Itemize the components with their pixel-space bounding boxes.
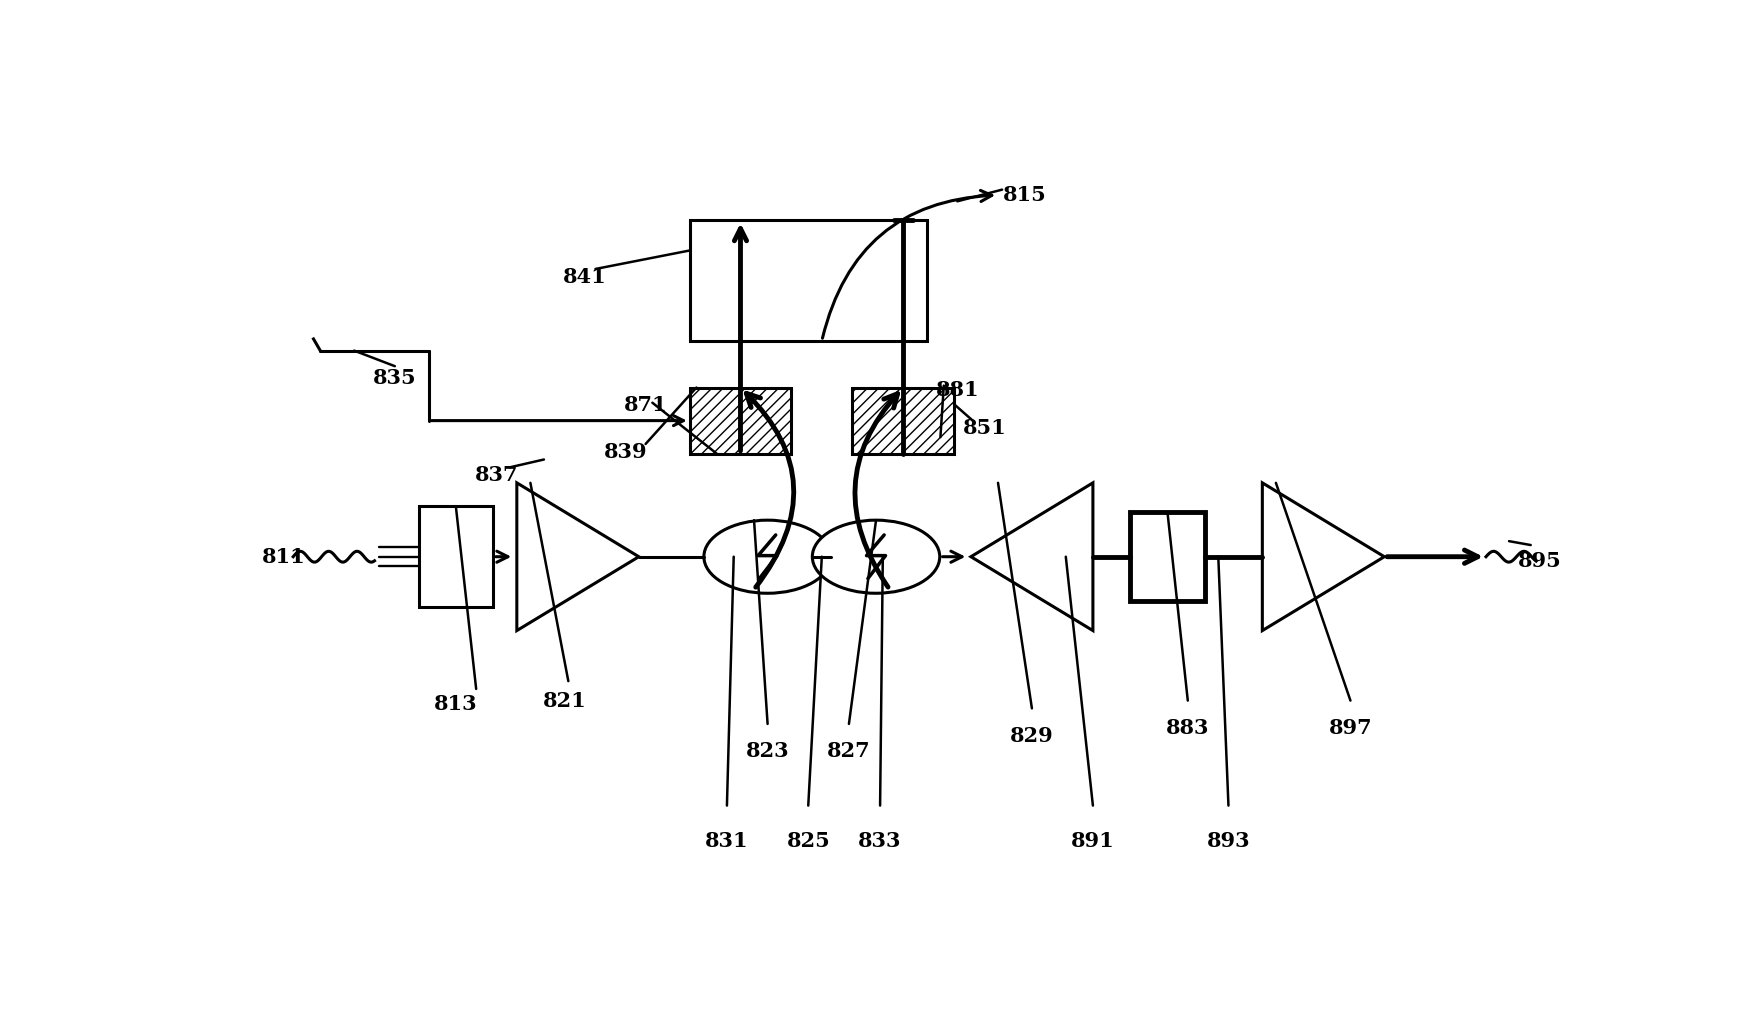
Bar <box>1129 512 1204 601</box>
Text: 829: 829 <box>1009 725 1054 745</box>
Text: 883: 883 <box>1166 718 1210 738</box>
Text: 839: 839 <box>603 441 647 462</box>
Text: 813: 813 <box>434 695 477 714</box>
Text: 881: 881 <box>935 380 979 400</box>
Text: 821: 821 <box>542 691 586 711</box>
Bar <box>689 220 926 341</box>
Text: 871: 871 <box>624 395 668 415</box>
Circle shape <box>703 520 830 593</box>
Bar <box>689 388 790 453</box>
Text: 893: 893 <box>1206 830 1250 850</box>
Text: 811: 811 <box>262 546 306 567</box>
Text: 851: 851 <box>961 418 1005 438</box>
Text: 825: 825 <box>787 830 830 850</box>
Bar <box>851 388 953 453</box>
Circle shape <box>811 520 939 593</box>
Text: 895: 895 <box>1517 550 1561 571</box>
Text: 897: 897 <box>1328 718 1372 738</box>
Text: 831: 831 <box>704 830 748 850</box>
Text: 891: 891 <box>1070 830 1113 850</box>
Text: 833: 833 <box>858 830 902 850</box>
Text: 835: 835 <box>372 368 416 388</box>
Text: 827: 827 <box>827 741 871 762</box>
Bar <box>418 506 493 607</box>
Text: 841: 841 <box>563 267 607 287</box>
Text: 823: 823 <box>745 741 788 762</box>
Text: 837: 837 <box>474 465 517 485</box>
Text: 815: 815 <box>1003 185 1047 205</box>
